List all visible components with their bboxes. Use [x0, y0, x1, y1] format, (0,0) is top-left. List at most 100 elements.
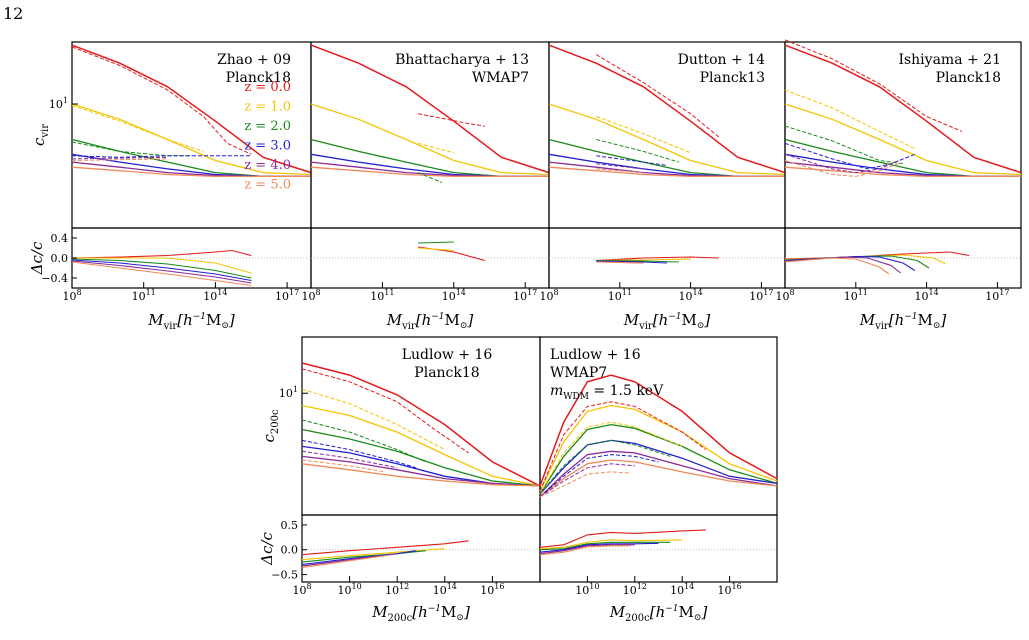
x-tick-label: 1014: [433, 582, 457, 597]
residual-line-z2: [71, 258, 252, 279]
y-axis-label: c200c: [260, 409, 281, 442]
x-tick-label: 108: [292, 582, 311, 597]
annotation-line: WMAP7: [472, 70, 529, 86]
reference-line-z3: [301, 439, 417, 469]
x-tick-label: 1017: [513, 288, 537, 303]
reference-line-z2: [784, 125, 904, 165]
model-line-z2: [301, 428, 541, 487]
x-tick-label: 108: [62, 288, 81, 303]
x-tick-label: 1014: [203, 288, 227, 303]
x-tick-label: 1014: [442, 288, 466, 303]
residual-tick-label: −0.4: [41, 272, 68, 285]
reference-line-z3: [539, 454, 659, 498]
model-line-z1: [310, 103, 550, 176]
residual-line-z1: [418, 247, 454, 252]
panel-ludlow16_planck18: 108 1010 1012 1014 1016 101 0.5 0.0 −0.5 Ludlow +…: [258, 336, 541, 624]
x-tick-label: 1011: [844, 288, 868, 303]
residual-line-z3: [596, 260, 668, 264]
model-line-z5: [548, 166, 785, 178]
x-axis-label: M200c[h−1M⊙]: [609, 603, 708, 624]
x-axis-label: Mvir[h−1M⊙]: [859, 311, 947, 332]
x-tick-label: 1016: [480, 582, 504, 597]
panel-ishiyama21: 108 1011 1014 1017 Ishiyama + 21 Planck18 Mvir…: [775, 39, 1022, 332]
x-tick-label: 1012: [385, 582, 409, 597]
reference-line-z1: [596, 116, 691, 154]
reference-line-z0: [71, 46, 252, 155]
legend-entry: z = 5.0: [244, 178, 291, 193]
x-tick-label: 108: [301, 288, 320, 303]
x-tick-label: 1011: [132, 288, 156, 303]
y-tick-label: 101: [49, 96, 68, 111]
residual-line-z2: [301, 550, 426, 563]
x-tick-label: 1017: [275, 288, 299, 303]
residual-line-z2: [539, 541, 671, 551]
model-line-z0: [539, 374, 778, 487]
annotation-line: Dutton + 14: [678, 52, 765, 68]
residual-line-z5: [301, 555, 386, 569]
reference-line-z1: [417, 142, 454, 154]
legend-entry: z = 1.0: [244, 100, 291, 115]
residual-line-z4: [539, 544, 635, 555]
residual-line-z4: [71, 260, 252, 284]
y-axis-label: cvir: [30, 124, 51, 146]
reference-line-z4: [71, 156, 168, 160]
main-frame: [301, 336, 541, 516]
reference-line-z4: [596, 163, 644, 170]
x-axis-label: Mvir[h−1M⊙]: [623, 311, 711, 332]
x-tick-label: 1016: [718, 582, 742, 597]
x-tick-label: 1017: [749, 288, 773, 303]
reference-line-z2: [301, 419, 426, 463]
panel-zhao09: 108 1011 1014 1017 101 0.4 0.0 −0.4 Zhao + 09 Pla…: [28, 41, 312, 332]
x-axis-label: Mvir[h−1M⊙]: [386, 311, 474, 332]
residual-line-z5: [784, 257, 890, 275]
x-tick-label: 1012: [623, 582, 647, 597]
model-line-z3: [301, 445, 541, 487]
model-line-z0: [548, 44, 786, 174]
reference-line-z0: [418, 113, 485, 127]
annotation-line: Ludlow + 16: [402, 347, 493, 363]
reference-line-z0: [539, 401, 707, 492]
legend-entry: z = 2.0: [244, 119, 291, 134]
residual-tick-label: 0.4: [51, 232, 69, 245]
residual-axis-label: Δc/c: [258, 532, 276, 566]
annotation-line: Planck18: [414, 365, 479, 381]
model-line-z4: [301, 455, 541, 487]
reference-line-z4: [539, 463, 635, 498]
panel-bhattacharya13: 108 1011 1014 1017 Bhattacharya + 13 WMAP7 Mvi…: [301, 41, 550, 332]
residual-line-z5: [596, 261, 644, 264]
x-tick-label: 1014: [670, 582, 694, 597]
reference-line-z0: [595, 54, 720, 138]
x-tick-label: 108: [539, 288, 558, 303]
x-axis-label: M200c[h−1M⊙]: [371, 603, 470, 624]
x-tick-label: 1011: [608, 288, 632, 303]
x-tick-label: 1011: [370, 288, 394, 303]
model-line-z0: [784, 44, 1022, 174]
reference-line-z2: [539, 439, 671, 495]
legend-entry: z = 4.0: [244, 158, 291, 173]
model-line-z0: [310, 44, 550, 174]
reference-line-z3: [784, 142, 915, 170]
model-line-z1: [784, 103, 1022, 176]
residual-line-z0: [71, 249, 252, 259]
x-tick-label: 1017: [985, 288, 1009, 303]
reference-line-z4: [784, 153, 904, 174]
residual-frame: [310, 227, 550, 289]
reference-line-z5: [596, 168, 644, 174]
residual-line-z4: [784, 256, 901, 274]
residual-tick-label: −0.5: [271, 569, 298, 582]
reference-line-z0: [784, 39, 963, 132]
reference-line-z1: [71, 105, 204, 152]
annotation-line: Bhattacharya + 13: [395, 52, 529, 68]
annotation-line: Ishiyama + 21: [898, 52, 1001, 68]
annotation-line: Zhao + 09: [217, 52, 291, 68]
x-axis-label: Mvir[h−1M⊙]: [147, 311, 235, 332]
x-tick-label: 1014: [679, 288, 703, 303]
page-number: 12: [3, 4, 24, 23]
x-tick-label: 1010: [338, 582, 362, 597]
reference-line-z2: [596, 139, 679, 163]
reference-line-z5: [71, 158, 168, 161]
x-tick-label: 108: [775, 288, 794, 303]
model-line-z5: [301, 463, 541, 487]
legend-entry: z = 3.0: [244, 139, 291, 154]
panel-ludlow16_wdm: 1010 1012 1014 1016 Ludlow + 16 WMAP7 mWDM = 1…: [539, 336, 778, 624]
